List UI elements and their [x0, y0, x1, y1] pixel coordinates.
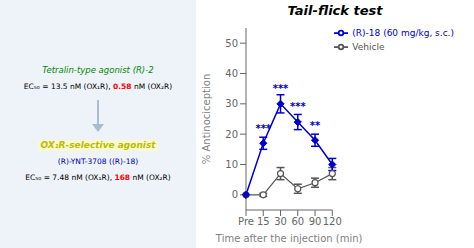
svg-text:***: ***: [255, 123, 271, 134]
html-text:(R)-YNT-3708 ((R)-18): (R)-YNT-3708 ((R)-18): [57, 157, 139, 167]
svg-text:Pre: Pre: [238, 216, 254, 227]
html-text:Vehicle: Vehicle: [352, 41, 385, 52]
html-text:Tail-flick test: Tail-flick test: [287, 3, 383, 18]
svg-text:60: 60: [291, 216, 304, 227]
svg-text:15: 15: [257, 216, 270, 227]
svg-text:Time after the injection (min): Time after the injection (min): [215, 233, 363, 244]
html-text:EC₅₀ = 13.5 nM (OX₁R), 0.58 nM: EC₅₀ = 13.5 nM (OX₁R), 0.58 nM (OX₂R): [23, 82, 173, 91]
svg-text:***: ***: [273, 83, 289, 94]
svg-text:% Antinociception: % Antinociception: [201, 74, 212, 164]
html-text:(R)-18 (60 mg/kg, s.c.): (R)-18 (60 mg/kg, s.c.): [352, 27, 454, 38]
svg-text:20: 20: [225, 129, 238, 140]
html-text:EC₅₀ = 7.48 nM (OX₁R), 168 nM: EC₅₀ = 7.48 nM (OX₁R), 168 nM (OX₂R): [25, 173, 171, 183]
svg-text:30: 30: [225, 98, 238, 109]
svg-text:50: 50: [225, 38, 238, 49]
svg-text:**: **: [310, 120, 321, 131]
html-text:OX₁R-selective agonist: OX₁R-selective agonist: [40, 139, 156, 150]
svg-text:30: 30: [274, 216, 287, 227]
svg-text:10: 10: [225, 159, 238, 170]
svg-text:120: 120: [323, 216, 342, 227]
svg-text:0: 0: [232, 189, 238, 200]
html-text:Tetralin-type agonist (R)-2: Tetralin-type agonist (R)-2: [42, 65, 154, 75]
svg-text:40: 40: [225, 68, 238, 79]
svg-text:90: 90: [309, 216, 322, 227]
svg-text:***: ***: [290, 101, 306, 112]
